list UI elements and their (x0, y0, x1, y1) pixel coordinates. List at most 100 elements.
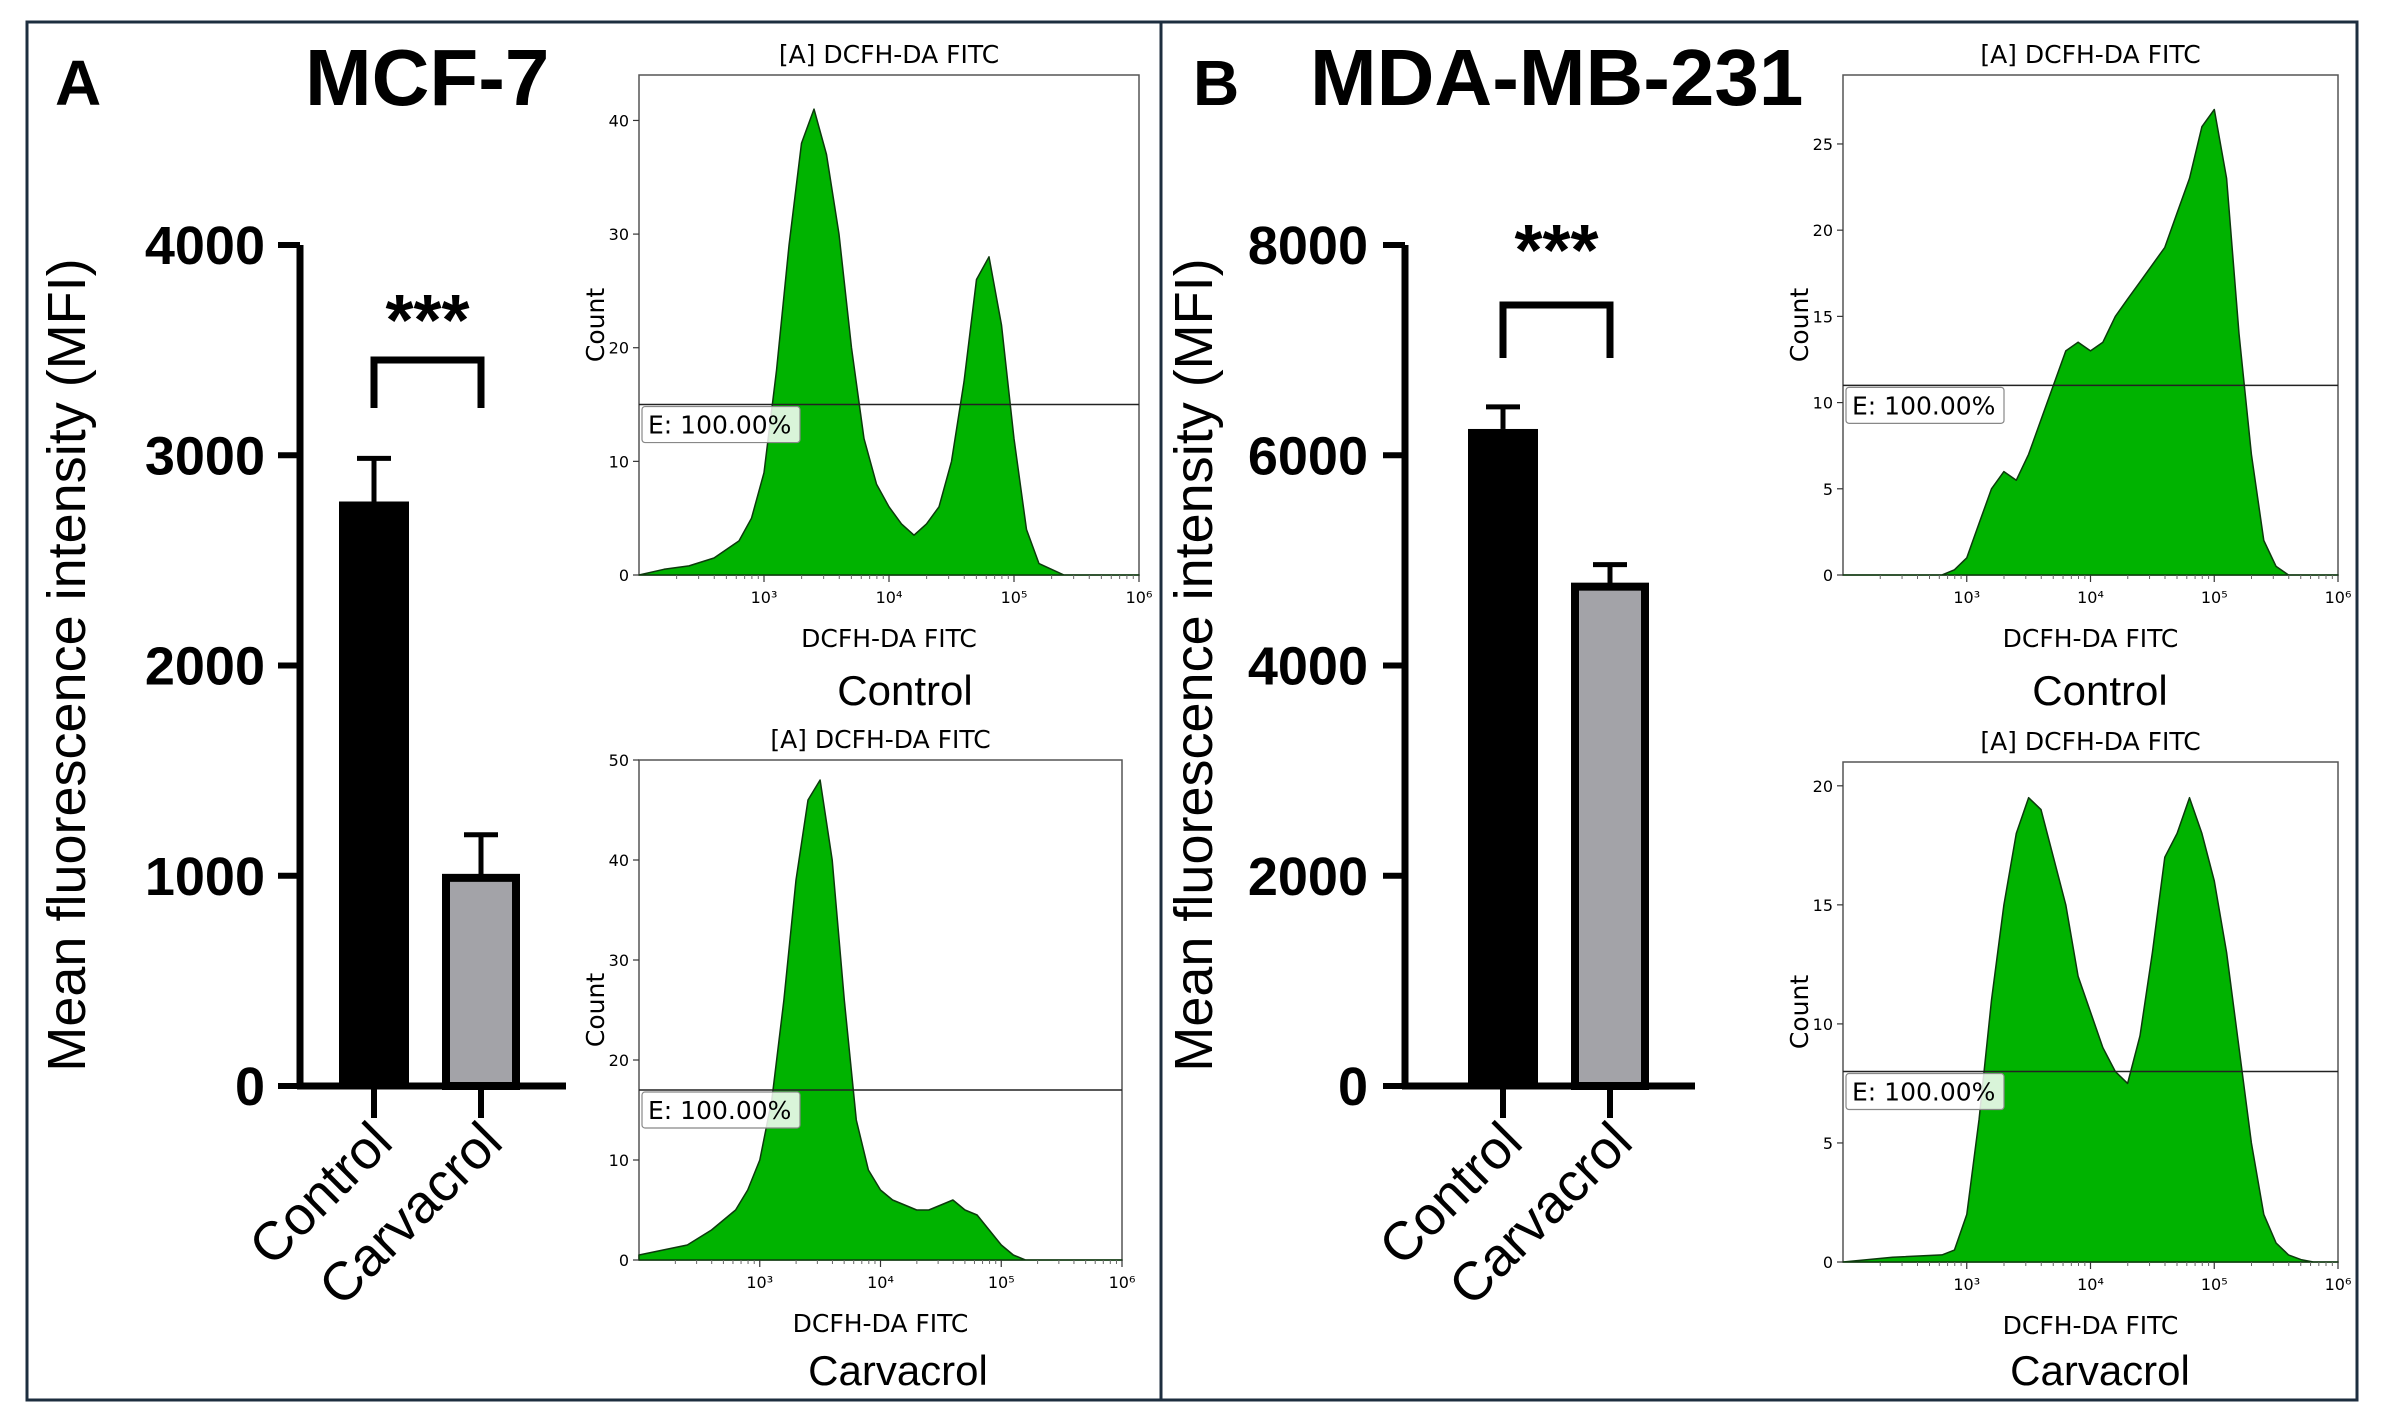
histogram-y-tick-label: 5 (1823, 480, 1833, 499)
histogram-y-tick-label: 20 (609, 339, 629, 358)
bar-carvacrol (1571, 582, 1649, 1090)
bar-y-tick-label: 3000 (145, 426, 265, 486)
histogram-x-tick-label: 10⁵ (1001, 588, 1028, 607)
histogram-x-axis-label: DCFH-DA FITC (2003, 1311, 2179, 1340)
histogram-y-tick-label: 50 (609, 751, 629, 770)
histogram-y-tick-label: 10 (609, 452, 629, 471)
bar-y-axis-label: Mean fluorescence intensity (MFI) (1164, 258, 1224, 1071)
histogram-y-tick-label: 5 (1823, 1134, 1833, 1153)
histogram-x-tick-label: 10⁶ (1126, 588, 1153, 607)
histogram-y-tick-label: 15 (1813, 307, 1833, 326)
histogram-x-axis-label: DCFH-DA FITC (801, 624, 977, 653)
histogram-control: [A] DCFH-DA FITC 0 5 10 15 20 25 10³ 10⁴ 10⁵ 10⁶ Co… (1785, 40, 2351, 714)
bar-control (1468, 428, 1538, 1086)
histogram-x-tick-label: 10⁴ (2077, 588, 2104, 607)
bar-y-tick-label: 6000 (1248, 426, 1368, 486)
panel-b: B MDA-MB-23102000400060008000ControlCarva… (1159, 20, 2359, 1402)
condition-label: Carvacrol (808, 1347, 988, 1394)
histogram-title: [A] DCFH-DA FITC (779, 40, 999, 69)
significance-bracket (1499, 301, 1614, 358)
histogram-y-tick-label: 0 (1823, 566, 1833, 585)
significance-label: *** (1514, 211, 1598, 291)
histogram-title: [A] DCFH-DA FITC (770, 725, 990, 754)
histogram-y-tick-label: 40 (609, 851, 629, 870)
histogram-y-tick-label: 0 (1823, 1253, 1833, 1272)
histogram-y-axis-label: Count (581, 973, 610, 1047)
bar-y-tick-label: 4000 (1248, 637, 1368, 697)
gate-label-box (641, 405, 801, 444)
cell-line-title: MDA-MB-231 (1310, 33, 1803, 122)
histogram-area (1842, 796, 2339, 1263)
histogram-y-tick-label: 15 (1813, 896, 1833, 915)
histogram-y-tick-label: 20 (1813, 777, 1833, 796)
histogram-area (638, 779, 1123, 1261)
histogram-y-tick-label: 10 (609, 1151, 629, 1170)
condition-label: Control (837, 667, 972, 714)
histogram-y-tick-label: 10 (1813, 394, 1833, 413)
bar-control (339, 501, 409, 1086)
condition-label: Control (2032, 667, 2167, 714)
bar-y-tick-label: 0 (1338, 1057, 1368, 1117)
histogram-x-tick-label: 10³ (751, 588, 778, 607)
bar-y-axis-label: Mean fluorescence intensity (MFI) (37, 258, 97, 1071)
histogram-x-tick-label: 10⁶ (2325, 588, 2352, 607)
panel-letter: A (55, 47, 101, 119)
histogram-frame (638, 759, 1123, 1261)
histogram-x-tick-label: 10⁴ (867, 1273, 894, 1292)
histogram-y-tick-label: 20 (1813, 221, 1833, 240)
gate-label: E: 100.00% (648, 1096, 791, 1125)
histogram-x-tick-label: 10³ (1953, 588, 1980, 607)
gate-label-box (641, 1091, 801, 1129)
bar-y-tick-label: 0 (235, 1057, 265, 1117)
gate-label: E: 100.00% (1852, 1078, 1995, 1107)
histogram-x-tick-label: 10⁵ (2201, 1275, 2228, 1294)
bar-y-tick-label: 1000 (145, 847, 265, 907)
histogram-x-tick-label: 10⁴ (2077, 1275, 2104, 1294)
histogram-frame (638, 74, 1140, 576)
bar-y-tick-label: 8000 (1248, 216, 1368, 276)
histogram-y-axis-label: Count (1785, 975, 1814, 1049)
bar-y-tick-label: 2000 (1248, 847, 1368, 907)
histogram-x-tick-label: 10³ (746, 1273, 773, 1292)
panel-a: A MCF-701000200030004000ControlCarvacrolM… (25, 20, 1163, 1402)
bar-carvacrol (442, 873, 520, 1090)
bar-y-tick-label: 4000 (145, 216, 265, 276)
histogram-x-tick-label: 10⁵ (988, 1273, 1015, 1292)
bar-y-tick-label: 2000 (145, 637, 265, 697)
histogram-carvacrol: [A] DCFH-DA FITC 0 10 20 30 40 50 10³ 10⁴ 10⁵ 10⁶ C… (581, 725, 1135, 1394)
histogram-y-axis-label: Count (1785, 288, 1814, 362)
condition-label: Carvacrol (2010, 1347, 2190, 1394)
histogram-x-tick-label: 10⁶ (1109, 1273, 1136, 1292)
histogram-y-tick-label: 0 (619, 566, 629, 585)
histogram-y-tick-label: 25 (1813, 135, 1833, 154)
histogram-x-tick-label: 10³ (1953, 1275, 1980, 1294)
histogram-y-tick-label: 30 (609, 225, 629, 244)
gate-label-box (1845, 1072, 2005, 1111)
panel-frame (1159, 20, 2359, 1402)
histogram-area (1842, 108, 2339, 576)
histogram-area (638, 108, 1140, 576)
gate-label: E: 100.00% (648, 411, 791, 440)
gate-label: E: 100.00% (1852, 391, 1995, 420)
histogram-title: [A] DCFH-DA FITC (1980, 727, 2200, 756)
histogram-y-tick-label: 10 (1813, 1015, 1833, 1034)
histogram-x-axis-label: DCFH-DA FITC (793, 1309, 969, 1338)
cell-line-title: MCF-7 (305, 33, 549, 122)
significance-label: *** (385, 281, 469, 361)
histogram-x-tick-label: 10⁵ (2201, 588, 2228, 607)
histogram-control: [A] DCFH-DA FITC 0 10 20 30 40 10³ 10⁴ 10⁵ 10⁶ Cou… (581, 40, 1152, 714)
histogram-carvacrol: [A] DCFH-DA FITC 0 5 10 15 20 10³ 10⁴ 10⁵ 10⁶ Coun… (1785, 727, 2351, 1394)
histogram-y-tick-label: 40 (609, 111, 629, 130)
histogram-x-tick-label: 10⁶ (2325, 1275, 2352, 1294)
panel-letter: B (1193, 47, 1239, 119)
histogram-y-tick-label: 30 (609, 951, 629, 970)
histogram-title: [A] DCFH-DA FITC (1980, 40, 2200, 69)
histogram-y-tick-label: 20 (609, 1051, 629, 1070)
significance-bracket (370, 356, 485, 408)
histogram-x-tick-label: 10⁴ (876, 588, 903, 607)
histogram-x-axis-label: DCFH-DA FITC (2003, 624, 2179, 653)
histogram-y-tick-label: 0 (619, 1251, 629, 1270)
